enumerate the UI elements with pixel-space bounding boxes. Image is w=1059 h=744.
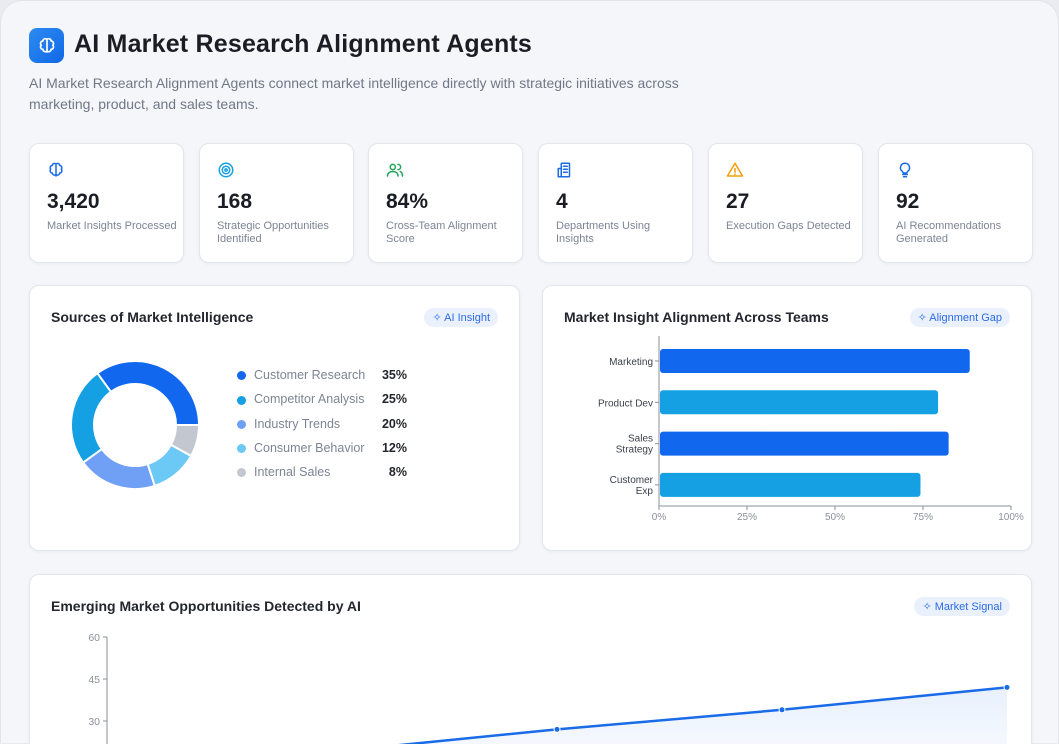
- page-description: AI Market Research Alignment Agents conn…: [29, 75, 679, 112]
- x-tick-label: 75%: [913, 512, 933, 523]
- legend-item: Customer Research 35%: [237, 368, 407, 382]
- legend-dot: [237, 468, 246, 478]
- legend-value: 12%: [381, 440, 407, 455]
- y-tick-label: Product Dev: [598, 398, 653, 409]
- opportunities-card: Emerging Market Opportunities Detected b…: [29, 574, 1032, 744]
- donut-slice[interactable]: [169, 424, 201, 458]
- badge-label: Market Signal: [934, 601, 1002, 613]
- legend-value: 35%: [381, 368, 407, 382]
- stat-label: Market Insights Processed: [47, 220, 177, 232]
- bar[interactable]: [660, 390, 939, 415]
- stat-value: 3,420: [47, 190, 100, 213]
- legend-value: 20%: [381, 416, 407, 431]
- bar[interactable]: [660, 472, 921, 497]
- bar-chart: 0% 25% 50% 75% 100% Marketing Product Dev Sales…: [598, 336, 1024, 523]
- stat-value: 27: [726, 190, 750, 213]
- brain-icon: [29, 28, 64, 63]
- alignment-card: Market Insight Alignment Across Teams ✧ …: [542, 285, 1032, 551]
- data-point[interactable]: [778, 706, 786, 714]
- x-tick-label: 25%: [737, 512, 757, 523]
- stat-label: Cross-Team Alignment Score: [386, 220, 497, 245]
- users-icon: [386, 163, 404, 177]
- data-point[interactable]: [553, 725, 561, 733]
- target-icon: [218, 162, 234, 178]
- chart-title: Emerging Market Opportunities Detected b…: [51, 598, 361, 614]
- sources-card: Sources of Market Intelligence ✧ AI Insi…: [29, 285, 520, 551]
- y-tick-label: Customer: [610, 475, 654, 486]
- y-tick-label: Marketing: [609, 357, 653, 368]
- legend-label: Internal Sales: [254, 465, 331, 480]
- legend-label: Industry Trends: [254, 416, 341, 431]
- plot-area: [107, 683, 1011, 744]
- x-tick-label: 100%: [998, 512, 1024, 523]
- legend-item: Competitor Analysis 25%: [237, 392, 407, 406]
- alignment-gap-badge[interactable]: ✧ Alignment Gap: [909, 308, 1010, 327]
- donut-slice[interactable]: [70, 371, 113, 465]
- ai-insight-badge[interactable]: ✧ AI Insight: [424, 308, 498, 327]
- lightbulb-icon: [899, 162, 911, 178]
- stat-label: Departments Using Insights: [556, 220, 651, 245]
- legend-item: Internal Sales 8%: [237, 465, 407, 479]
- stat-card: 84% Cross-Team Alignment Score: [368, 143, 523, 263]
- x-tick-label: 50%: [825, 512, 845, 523]
- stat-label: Strategic Opportunities Identified: [217, 220, 329, 245]
- y-tick-label: 45: [88, 674, 100, 686]
- stat-card: 4 Departments Using Insights: [538, 143, 693, 263]
- area-fill: [107, 687, 1007, 744]
- badge-label: AI Insight: [444, 312, 490, 324]
- y-tick-label: 30: [88, 716, 100, 728]
- donut-slice[interactable]: [81, 447, 157, 490]
- donut-chart: [70, 360, 201, 490]
- donut-slice[interactable]: [95, 360, 201, 426]
- legend-item: Industry Trends 20%: [237, 417, 407, 431]
- stat-card: 92 AI Recommendations Generated: [878, 143, 1033, 263]
- stat-value: 168: [217, 190, 253, 213]
- stat-label: Execution Gaps Detected: [726, 220, 851, 232]
- stat-card: 168 Strategic Opportunities Identified: [199, 143, 354, 263]
- data-point[interactable]: [1003, 683, 1011, 691]
- building-icon: [557, 162, 571, 178]
- y-tick-label: Sales: [628, 434, 653, 445]
- warning-icon: [726, 162, 744, 177]
- stat-card: 27 Execution Gaps Detected: [708, 143, 863, 263]
- bar[interactable]: [660, 349, 970, 373]
- y-tick-label: 60: [88, 632, 100, 644]
- legend-dot: [237, 444, 246, 454]
- chart-title: Market Insight Alignment Across Teams: [564, 309, 829, 325]
- legend-label: Customer Research: [254, 368, 366, 382]
- stat-value: 84%: [386, 190, 429, 213]
- legend-dot: [237, 395, 246, 405]
- area-chart: 60 45 30: [88, 632, 1011, 744]
- legend-label: Competitor Analysis: [254, 392, 365, 407]
- stat-card: 3,420 Market Insights Processed: [29, 143, 184, 263]
- market-signal-badge[interactable]: ✧ Market Signal: [914, 597, 1010, 616]
- page-title: AI Market Research Alignment Agents: [74, 30, 533, 58]
- stat-value: 4: [556, 190, 568, 213]
- y-tick-label: Exp: [636, 486, 654, 497]
- bar[interactable]: [660, 431, 949, 456]
- badge-label: Alignment Gap: [929, 312, 1002, 324]
- legend-value: 25%: [381, 392, 407, 407]
- chart-title: Sources of Market Intelligence: [51, 309, 254, 325]
- legend-value: 8%: [388, 465, 407, 480]
- legend-dot: [237, 371, 246, 381]
- y-tick-label: Strategy: [616, 445, 653, 456]
- legend-label: Consumer Behavior: [254, 440, 365, 455]
- stat-value: 92: [896, 190, 920, 213]
- x-tick-label: 0%: [652, 512, 667, 523]
- brain-icon: [49, 162, 63, 177]
- legend-dot: [237, 419, 246, 429]
- stat-label: AI Recommendations Generated: [896, 220, 1002, 245]
- legend-item: Consumer Behavior 12%: [237, 441, 407, 455]
